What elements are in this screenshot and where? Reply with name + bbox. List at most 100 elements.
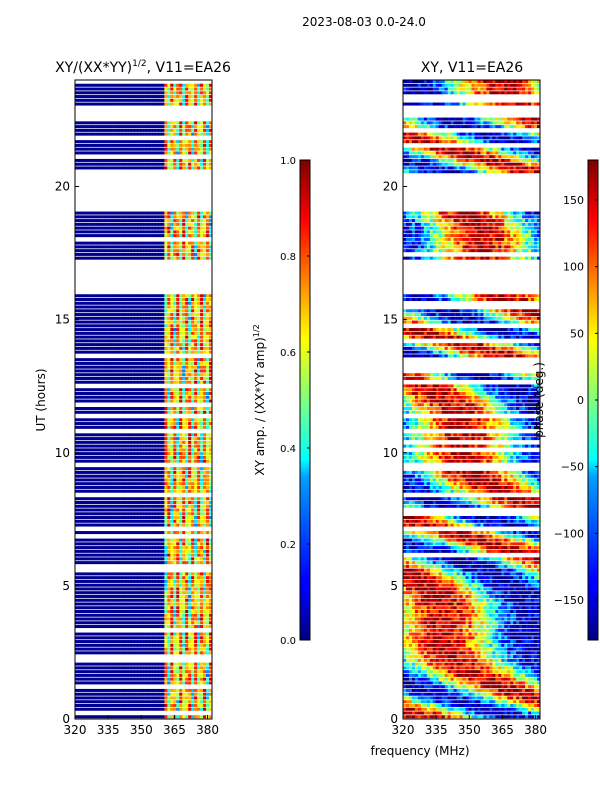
heatmap-cell (131, 83, 135, 87)
heatmap-cell (158, 226, 162, 230)
heatmap-cell (182, 422, 186, 426)
heatmap-cell (98, 140, 103, 144)
heatmap-cell (194, 579, 198, 583)
heatmap-cell (206, 500, 210, 504)
heatmap-cell (182, 256, 186, 260)
heatmap-cell (203, 83, 207, 87)
heatmap-cell (95, 459, 100, 463)
heatmap-cell (140, 598, 144, 602)
heatmap-cell (92, 455, 97, 459)
heatmap-cell (89, 542, 94, 546)
heatmap-cell (203, 478, 207, 482)
heatmap-cell (131, 583, 135, 587)
heatmap-cell (83, 132, 88, 136)
heatmap-cell (176, 147, 180, 151)
heatmap-cell (110, 328, 115, 332)
heatmap-cell (152, 219, 156, 223)
heatmap-cell (104, 553, 109, 557)
heatmap-cell (95, 380, 100, 384)
heatmap-cell (209, 504, 213, 508)
heatmap-cell (131, 523, 135, 527)
heatmap-cell (170, 512, 174, 516)
heatmap-cell (149, 587, 153, 591)
heatmap-cell (98, 125, 103, 129)
heatmap-cell (134, 474, 138, 478)
heatmap-cell (206, 388, 210, 392)
heatmap-cell (200, 538, 204, 542)
heatmap-cell (191, 391, 195, 395)
heatmap-cell (161, 316, 165, 320)
heatmap-cell (119, 422, 124, 426)
heatmap-cell (131, 617, 135, 621)
heatmap-cell (80, 482, 85, 486)
heatmap-cell (140, 523, 144, 527)
heatmap-cell (164, 301, 168, 305)
heatmap-cell (152, 425, 156, 429)
heatmap-cell (119, 561, 124, 565)
heatmap-cell (209, 538, 213, 542)
heatmap-cell (77, 365, 82, 369)
heatmap-cell (164, 158, 168, 162)
heatmap-cell (116, 542, 121, 546)
heatmap-cell (107, 437, 112, 441)
heatmap-cell (158, 444, 162, 448)
heatmap-cell (92, 516, 97, 520)
heatmap-cell (209, 151, 213, 155)
heatmap-cell (185, 489, 189, 493)
heatmap-cell (116, 128, 121, 132)
heatmap-cell (107, 609, 112, 613)
heatmap-cell (185, 606, 189, 610)
heatmap-cell (75, 440, 79, 444)
heatmap-cell (140, 346, 144, 350)
heatmap-cell (107, 219, 112, 223)
heatmap-cell (83, 459, 88, 463)
heatmap-cell (161, 425, 165, 429)
heatmap-cell (125, 128, 130, 132)
heatmap-cell (119, 376, 124, 380)
heatmap-cell (170, 365, 174, 369)
heatmap-cell (146, 121, 150, 125)
heatmap-cell (161, 470, 165, 474)
heatmap-cell (98, 305, 103, 309)
heatmap-cell (98, 162, 103, 166)
heatmap-cell (185, 365, 189, 369)
heatmap-cell (83, 422, 88, 426)
heatmap-cell (119, 531, 124, 535)
heatmap-cell (179, 256, 183, 260)
heatmap-cell (122, 613, 127, 617)
heatmap-cell (200, 380, 204, 384)
heatmap-cell (197, 166, 201, 170)
heatmap-cell (170, 219, 174, 223)
heatmap-cell (161, 230, 165, 234)
heatmap-cell (83, 444, 88, 448)
heatmap-cell (98, 219, 103, 223)
heatmap-cell (182, 128, 186, 132)
heatmap-cell (200, 485, 204, 489)
heatmap-cell (158, 343, 162, 347)
heatmap-cell (197, 252, 201, 256)
heatmap-cell (167, 361, 171, 365)
heatmap-cell (194, 572, 198, 576)
heatmap-cell (116, 369, 121, 373)
heatmap-cell (86, 576, 91, 580)
heatmap-cell (152, 448, 156, 452)
heatmap-cell (209, 444, 213, 448)
heatmap-cell (194, 467, 198, 471)
heatmap-cell (167, 102, 171, 106)
heatmap-cell (83, 557, 88, 561)
heatmap-cell (176, 388, 180, 392)
heatmap-cell (155, 497, 159, 501)
heatmap-cell (146, 230, 150, 234)
heatmap-cell (128, 298, 132, 302)
heatmap-cell (200, 609, 204, 613)
heatmap-cell (86, 452, 91, 456)
heatmap-cell (125, 591, 130, 595)
heatmap-cell (203, 519, 207, 523)
heatmap-cell (203, 226, 207, 230)
heatmap-cell (152, 331, 156, 335)
heatmap-cell (137, 346, 141, 350)
heatmap-cell (149, 531, 153, 535)
heatmap-cell (206, 298, 210, 302)
heatmap-cell (98, 226, 103, 230)
heatmap-cell (149, 437, 153, 441)
